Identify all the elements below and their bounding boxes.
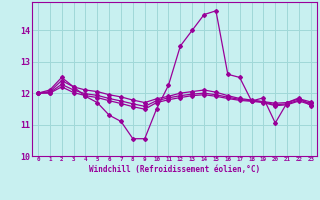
X-axis label: Windchill (Refroidissement éolien,°C): Windchill (Refroidissement éolien,°C)	[89, 165, 260, 174]
